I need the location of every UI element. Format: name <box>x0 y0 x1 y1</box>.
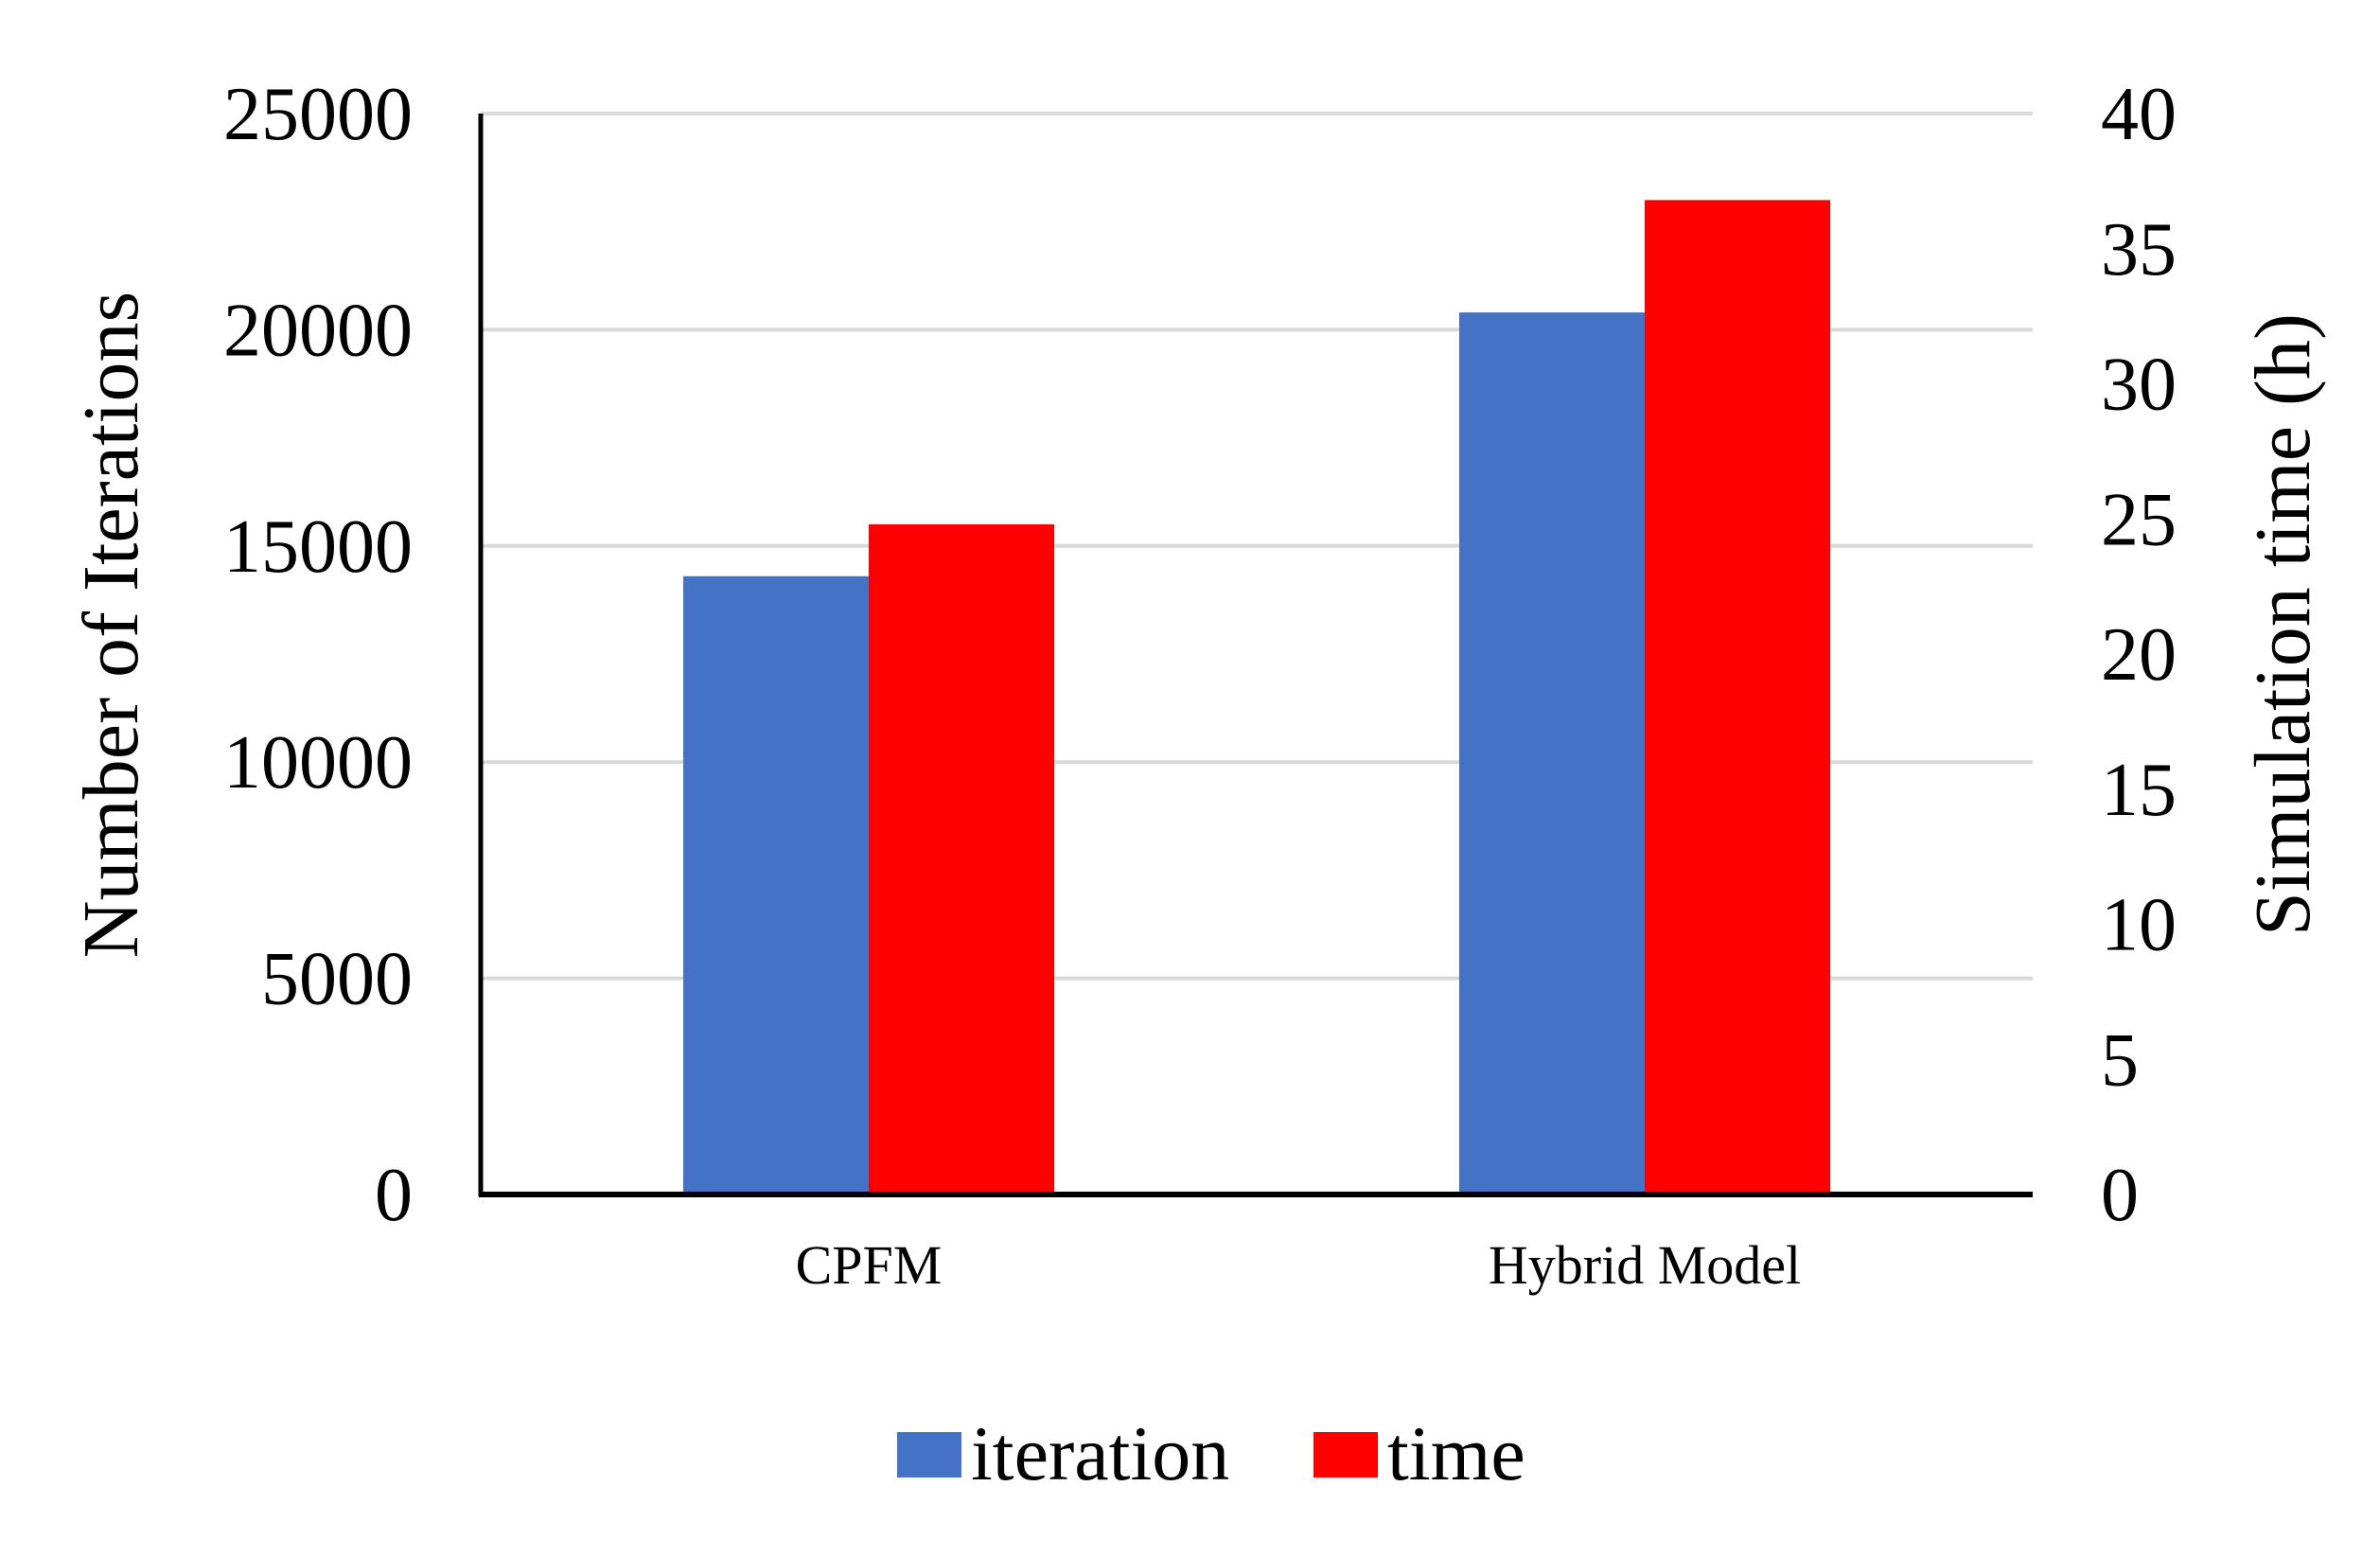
right-tick-label: 30 <box>2101 344 2177 427</box>
bar-time <box>869 523 1054 1194</box>
legend: iteration time <box>897 1410 1525 1496</box>
right-axis-ticks: 0 5 10 15 20 25 30 35 40 <box>2101 73 2177 1237</box>
right-tick-label: 25 <box>2101 478 2177 561</box>
category-labels: CPFM Hybrid Model <box>796 1234 1802 1296</box>
right-tick-label: 0 <box>2101 1154 2139 1237</box>
right-tick-label: 15 <box>2101 749 2177 832</box>
legend-swatch-time <box>1313 1432 1378 1477</box>
legend-label-iteration: iteration <box>971 1410 1229 1496</box>
right-tick-label: 5 <box>2101 1018 2139 1102</box>
left-tick-label: 25000 <box>223 73 413 156</box>
left-axis-title: Number of Iterations <box>67 292 155 958</box>
left-tick-label: 5000 <box>261 938 413 1021</box>
right-axis-title: Simulation time (h) <box>2239 313 2327 936</box>
right-tick-label: 40 <box>2101 73 2177 156</box>
right-tick-label: 20 <box>2101 613 2177 697</box>
right-tick-label: 10 <box>2101 884 2177 967</box>
right-tick-label: 35 <box>2101 208 2177 292</box>
category-label: Hybrid Model <box>1489 1234 1801 1296</box>
left-tick-label: 20000 <box>223 289 413 372</box>
left-tick-label: 0 <box>375 1154 413 1237</box>
legend-swatch-iteration <box>897 1432 961 1477</box>
bars <box>683 200 1830 1195</box>
axes <box>478 114 2033 1197</box>
category-label: CPFM <box>796 1234 943 1296</box>
bar-time <box>1645 200 1830 1195</box>
legend-label-time: time <box>1387 1410 1525 1496</box>
left-tick-label: 15000 <box>223 505 413 589</box>
left-axis-ticks: 0 5000 10000 15000 20000 25000 <box>223 73 413 1237</box>
bar-iteration <box>1459 312 1645 1194</box>
left-tick-label: 10000 <box>223 721 413 805</box>
bar-iteration <box>683 575 869 1194</box>
